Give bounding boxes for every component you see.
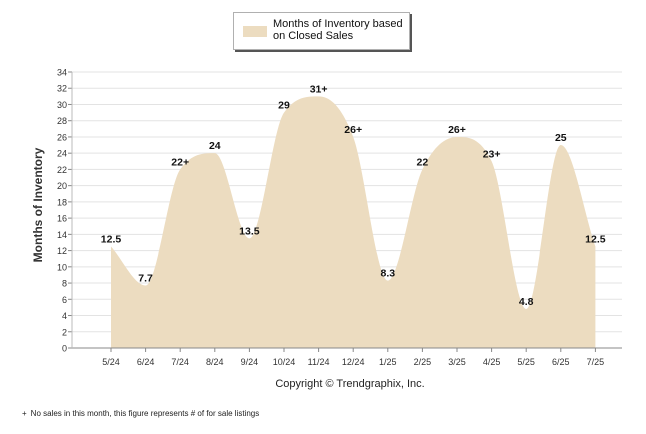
legend-label: Months of Inventory based on Closed Sale… [273,18,403,42]
legend-swatch [243,26,267,37]
y-tick-label: 26 [57,132,67,142]
footnote-marker: + [22,409,27,418]
y-tick-label: 0 [62,344,67,354]
y-tick-label: 2 [62,327,67,337]
y-tick-label: 14 [57,230,67,240]
data-label: 7.7 [138,272,153,284]
y-tick-label: 16 [57,214,67,224]
chart-legend: Months of Inventory based on Closed Sale… [233,12,410,50]
data-label: 26+ [344,124,362,136]
y-tick-label: 8 [62,279,67,289]
x-tick-label: 4/25 [483,357,501,367]
y-tick-label: 30 [57,100,67,110]
x-tick-label: 3/25 [448,357,466,367]
data-label: 23+ [483,148,501,160]
y-tick-label: 22 [57,165,67,175]
x-tick-label: 1/25 [379,357,397,367]
y-tick-label: 28 [57,116,67,126]
footnote: + No sales in this month, this figure rep… [22,409,259,418]
y-axis-label: Months of Inventory [31,147,45,262]
data-label: 22+ [171,156,189,168]
y-tick-label: 12 [57,246,67,256]
copyright-text: Copyright © Trendgraphix, Inc. [275,378,424,390]
y-tick-label: 20 [57,181,67,191]
x-tick-label: 6/25 [552,357,570,367]
data-label: 25 [555,132,567,144]
x-tick-label: 12/24 [342,357,365,367]
x-tick-label: 7/24 [171,357,189,367]
x-tick-label: 2/25 [414,357,432,367]
x-tick-label: 11/24 [308,357,330,367]
data-label: 8.3 [380,268,395,280]
x-tick-label: 5/25 [517,357,535,367]
y-tick-label: 24 [57,149,67,159]
data-label: 13.5 [239,225,260,237]
data-label: 24 [209,140,221,152]
x-tick-label: 9/24 [241,357,259,367]
data-label: 12.5 [585,234,606,246]
y-tick-label: 34 [57,68,67,78]
footnote-text: No sales in this month, this figure repr… [30,409,260,418]
data-label: 22 [417,156,429,168]
x-tick-label: 5/24 [102,357,120,367]
y-tick-label: 6 [62,295,67,305]
data-labels: 12.5 7.7 22+ 24 13.5 29 31+ 26+ 8.3 22 26+ 23+ 4.8 25… [101,83,606,308]
data-label: 29 [278,100,290,112]
data-label: 4.8 [519,296,534,308]
area-series [111,96,596,349]
y-tick-label: 10 [57,262,67,272]
y-tick-label: 32 [57,84,67,94]
x-tick-label: 6/24 [137,357,155,367]
data-label: 31+ [310,83,328,95]
x-tick-label: 8/24 [206,357,224,367]
y-tick-label: 4 [62,311,67,321]
x-tick-label: 7/25 [587,357,605,367]
data-label: 12.5 [101,234,122,246]
x-tick-labels: 5/24 6/24 7/24 8/24 9/24 10/24 11/24 12/24 1/25 2… [102,357,604,367]
data-label: 26+ [448,124,466,136]
y-tick-label: 18 [57,197,67,207]
x-tick-label: 10/24 [273,357,296,367]
